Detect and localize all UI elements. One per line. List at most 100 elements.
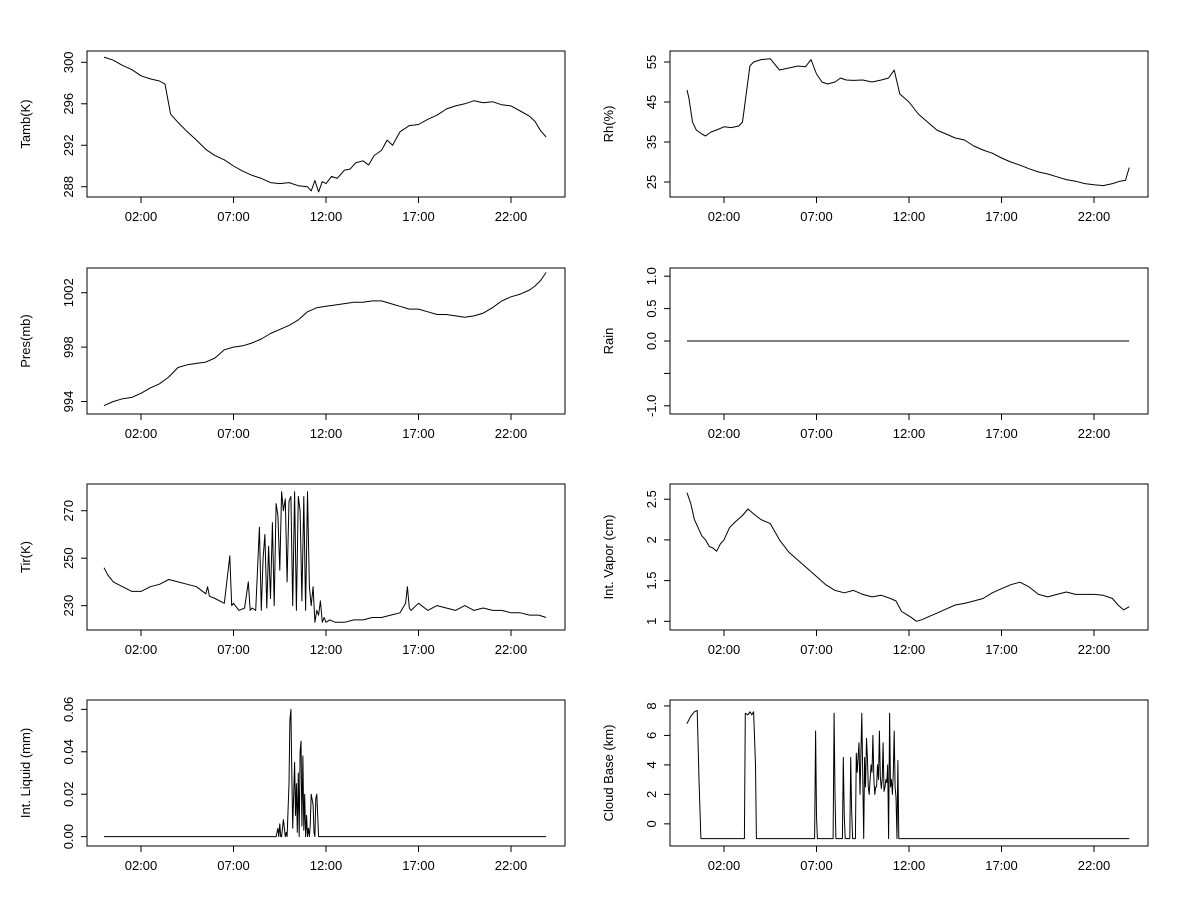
y-axis-title: Int. Liquid (mm) — [18, 728, 33, 818]
x-tick-label: 22:00 — [495, 858, 528, 873]
x-tick-label: 07:00 — [800, 858, 833, 873]
x-tick-label: 02:00 — [708, 426, 741, 441]
panel-2: 02:00 07:00 12:00 17:00 22:00 994 998 1002 Pres(… — [18, 267, 566, 441]
x-tick-label: 22:00 — [1078, 642, 1111, 657]
x-tick-label: 07:00 — [800, 209, 833, 224]
x-tick-label: 07:00 — [217, 642, 250, 657]
x-tick-label: 17:00 — [402, 858, 435, 873]
x-tick-label: 12:00 — [893, 209, 926, 224]
y-tick-label: 288 — [61, 176, 76, 198]
y-tick-label: 0.5 — [644, 300, 659, 318]
series-line-0 — [103, 272, 547, 407]
x-tick-label: 07:00 — [217, 426, 250, 441]
x-tick-label: 02:00 — [125, 426, 158, 441]
y-tick-label: 0.02 — [61, 782, 76, 807]
y-axis-title: Cloud Base (km) — [601, 725, 616, 822]
x-tick-label: 22:00 — [495, 642, 528, 657]
x-tick-label: 02:00 — [125, 858, 158, 873]
x-tick-label: 07:00 — [217, 858, 250, 873]
series-line-0 — [686, 58, 1130, 187]
y-axis-title: Rain — [601, 328, 616, 355]
series-line-0 — [103, 56, 547, 193]
series-line-0 — [103, 491, 547, 623]
y-tick-label: 8 — [644, 702, 659, 709]
y-tick-label: 55 — [644, 55, 659, 69]
y-axis-title: Int. Vapor (cm) — [601, 514, 616, 599]
x-tick-label: 07:00 — [217, 209, 250, 224]
panel-5: 02:00 07:00 12:00 17:00 22:00 1 1.5 2 2.5 Int. Va… — [601, 483, 1149, 657]
y-tick-label: 230 — [61, 595, 76, 617]
y-axis-title: Tamb(K) — [18, 99, 33, 148]
y-tick-label: 0.06 — [61, 697, 76, 722]
y-tick-label: 1002 — [61, 278, 76, 307]
y-tick-label: 2 — [644, 536, 659, 543]
plot-frame — [86, 699, 566, 847]
x-tick-label: 22:00 — [1078, 209, 1111, 224]
panel-0: 02:00 07:00 12:00 17:00 22:00 288 292 296 300 Tam… — [18, 50, 566, 224]
panel-4: 02:00 07:00 12:00 17:00 22:00 230 250 270 Tir(K) — [18, 483, 566, 657]
y-tick-label: 1 — [644, 618, 659, 625]
x-tick-label: 17:00 — [985, 642, 1018, 657]
x-tick-label: 02:00 — [125, 642, 158, 657]
x-tick-label: 07:00 — [800, 426, 833, 441]
x-tick-label: 17:00 — [402, 642, 435, 657]
x-tick-label: 02:00 — [708, 642, 741, 657]
x-tick-label: 17:00 — [985, 858, 1018, 873]
panel-3: 02:00 07:00 12:00 17:00 22:00 -1.0 0.0 0.5 1.0 Ra… — [601, 267, 1149, 441]
y-tick-label: 300 — [61, 51, 76, 73]
y-axis-title: Tir(K) — [18, 541, 33, 573]
x-tick-label: 17:00 — [402, 209, 435, 224]
series-line-0 — [686, 709, 1130, 840]
y-tick-label: 994 — [61, 391, 76, 413]
plot-frame — [86, 267, 566, 415]
panel-7: 02:00 07:00 12:00 17:00 22:00 0 2 4 6 8 Cloud Base… — [601, 699, 1149, 873]
x-tick-label: 22:00 — [495, 426, 528, 441]
y-tick-label: 35 — [644, 135, 659, 149]
x-tick-label: 22:00 — [1078, 426, 1111, 441]
x-tick-label: 02:00 — [125, 209, 158, 224]
y-tick-label: 2 — [644, 791, 659, 798]
y-axis-title: Pres(mb) — [18, 314, 33, 367]
y-tick-label: 998 — [61, 336, 76, 358]
y-tick-label: 0.00 — [61, 824, 76, 849]
x-tick-label: 12:00 — [893, 426, 926, 441]
y-tick-label: 45 — [644, 95, 659, 109]
x-tick-label: 17:00 — [402, 426, 435, 441]
panel-1: 02:00 07:00 12:00 17:00 22:00 25 35 45 55 Rh(%) — [601, 50, 1149, 224]
x-tick-label: 22:00 — [1078, 858, 1111, 873]
x-tick-label: 12:00 — [893, 642, 926, 657]
x-tick-label: 02:00 — [708, 858, 741, 873]
plot-frame — [669, 483, 1149, 631]
plot-frame — [86, 483, 566, 631]
plot-frame — [86, 50, 566, 198]
x-tick-label: 02:00 — [708, 209, 741, 224]
x-tick-label: 12:00 — [310, 642, 343, 657]
x-tick-label: 17:00 — [985, 426, 1018, 441]
plot-frame — [669, 50, 1149, 198]
y-tick-label: 1.5 — [644, 572, 659, 590]
x-tick-label: 17:00 — [985, 209, 1018, 224]
y-tick-label: -1.0 — [644, 395, 659, 417]
x-tick-label: 12:00 — [310, 209, 343, 224]
y-tick-label: 1.0 — [644, 267, 659, 285]
y-tick-label: 25 — [644, 175, 659, 189]
x-tick-label: 12:00 — [310, 426, 343, 441]
y-tick-label: 6 — [644, 732, 659, 739]
y-tick-label: 250 — [61, 547, 76, 569]
y-tick-label: 270 — [61, 500, 76, 522]
y-tick-label: 0.0 — [644, 332, 659, 350]
panel-6: 02:00 07:00 12:00 17:00 22:00 0.00 0.02 0.04 0.0… — [18, 697, 566, 873]
x-tick-label: 12:00 — [310, 858, 343, 873]
x-tick-label: 22:00 — [495, 209, 528, 224]
y-tick-label: 0 — [644, 820, 659, 827]
series-line-0 — [686, 492, 1130, 622]
x-tick-label: 12:00 — [893, 858, 926, 873]
y-tick-label: 296 — [61, 93, 76, 115]
y-tick-label: 2.5 — [644, 490, 659, 508]
y-axis-title: Rh(%) — [601, 106, 616, 143]
series-line-0 — [104, 708, 547, 838]
y-tick-label: 0.04 — [61, 739, 76, 764]
y-tick-label: 292 — [61, 134, 76, 156]
y-tick-label: 4 — [644, 761, 659, 768]
